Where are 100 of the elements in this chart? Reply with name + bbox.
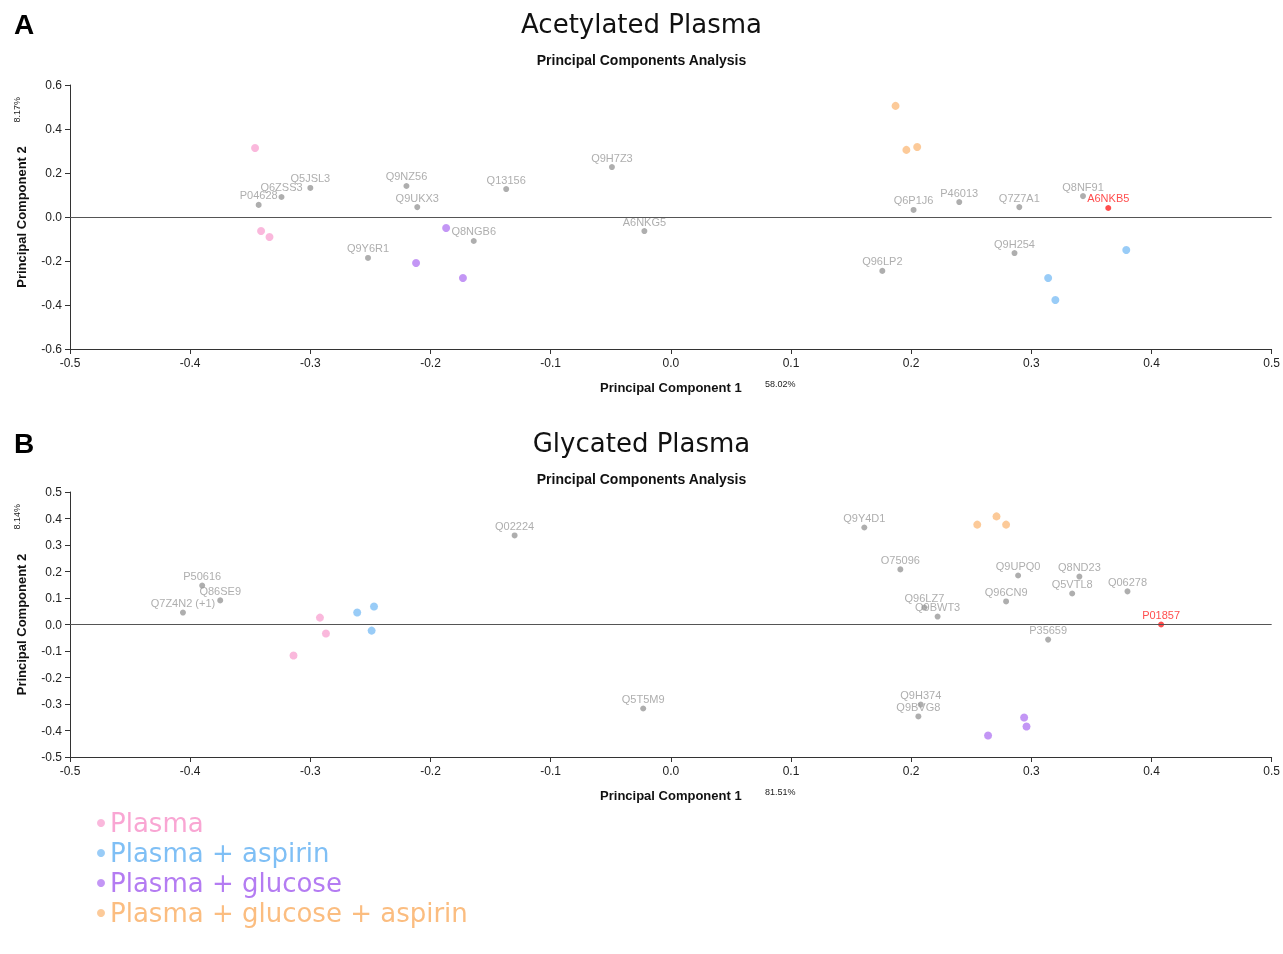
point [412, 258, 421, 267]
y-tick-label: -0.4 [41, 723, 63, 738]
data-label: O75096 [880, 553, 920, 566]
y-tick-label: -0.3 [41, 697, 63, 711]
point [641, 228, 648, 235]
y-tick-label: 0.1 [45, 591, 63, 605]
legend-label: Plasma + aspirin [110, 838, 330, 868]
y-tick-label: 0.6 [45, 78, 63, 92]
data-label: Q9Y6R1 [346, 242, 390, 255]
point [1076, 573, 1083, 580]
y-tick-label: 0.0 [45, 617, 63, 632]
data-label: Q86SE9 [199, 584, 241, 597]
x-tick-label: 0.1 [782, 764, 800, 778]
x-tick-label: -0.4 [179, 764, 201, 778]
data-label: P50616 [183, 570, 222, 583]
point [956, 199, 963, 206]
x-tick-label: 0.2 [902, 356, 920, 370]
x-tick-label: 0.3 [1022, 764, 1040, 778]
x-tick-label: -0.1 [540, 764, 562, 778]
point [1016, 204, 1023, 211]
point [365, 254, 372, 261]
text: A [14, 8, 35, 40]
y-tick-label: -0.4 [41, 298, 63, 312]
y-tick-label: 0.2 [45, 166, 63, 180]
x-tick-label: -0.4 [179, 356, 201, 370]
data-label: P46013 [940, 186, 979, 199]
text: 58.02% [765, 378, 796, 389]
point [608, 164, 615, 171]
data-label: Q96CN9 [984, 585, 1028, 598]
point [403, 182, 410, 189]
text: 8.17% [11, 96, 22, 123]
text: 81.51% [765, 786, 796, 797]
point [992, 512, 1001, 521]
point [511, 532, 518, 539]
data-label: Q6P1J6 [893, 194, 934, 207]
y-tick-label: -0.6 [41, 342, 63, 356]
x-tick-label: 0.0 [662, 764, 680, 778]
x-tick-label: 0.5 [1263, 356, 1281, 370]
point [315, 613, 324, 622]
data-label: Q96LP2 [862, 255, 903, 268]
data-label: Q5T5M9 [621, 693, 665, 706]
point [353, 608, 362, 617]
y-tick-label: -0.5 [41, 750, 63, 764]
y-tick-label: 0.4 [45, 122, 63, 136]
point [470, 237, 477, 244]
data-label: P35659 [1029, 624, 1068, 637]
data-label: Q9H254 [994, 237, 1035, 250]
point [278, 193, 285, 200]
point [217, 597, 224, 604]
point [891, 101, 900, 110]
data-label: Q7Z7A1 [998, 191, 1040, 204]
x-tick-label: -0.3 [299, 764, 321, 778]
data-label: Q8NGB6 [451, 225, 497, 238]
point [973, 520, 982, 529]
point [251, 143, 260, 152]
point [255, 201, 262, 208]
x-tick-label: -0.2 [420, 356, 442, 370]
point [289, 651, 298, 660]
point [640, 705, 647, 712]
point [902, 145, 911, 154]
x-tick-label: 0.2 [902, 764, 920, 778]
point [367, 626, 376, 635]
chart-title: Acetylated Plasma [521, 9, 762, 39]
point [321, 629, 330, 638]
point [458, 273, 467, 282]
x-axis-title: Principal Component 1 [600, 788, 742, 803]
legend-label: Plasma [110, 808, 204, 838]
x-tick-label: -0.5 [59, 356, 81, 370]
x-axis-title: Principal Component 1 [600, 380, 742, 395]
data-label: Q9UPQ0 [995, 559, 1041, 572]
data-label: Q9H374 [900, 689, 942, 702]
data-label: Q7Z4N2 (+1) [150, 597, 216, 610]
point [1051, 295, 1060, 304]
point [414, 204, 421, 211]
data-label: Q9Y4D1 [843, 512, 886, 525]
data-label: Q13156 [486, 173, 526, 186]
point [1022, 722, 1031, 731]
x-tick-label: 0.4 [1143, 356, 1161, 370]
y-tick-label: 0.2 [45, 564, 63, 579]
point [179, 609, 186, 616]
data-label: A6NKB5 [1087, 192, 1130, 205]
point [1020, 713, 1029, 722]
y-tick-label: -0.1 [41, 644, 63, 658]
point [984, 731, 993, 740]
point [879, 267, 886, 274]
y-axis-title: Principal Component 2 [14, 146, 29, 288]
y-tick-label: -0.2 [41, 254, 63, 268]
x-tick-label: -0.5 [59, 764, 81, 778]
data-label: Q02224 [495, 519, 535, 532]
chart-subtitle: Principal Components Analysis [536, 52, 747, 68]
chart-subtitle: Principal Components Analysis [536, 471, 747, 487]
point [442, 224, 451, 232]
chart-title: Glycated Plasma [532, 428, 751, 458]
data-label: Q5JSL3 [290, 172, 331, 185]
point [370, 602, 379, 611]
point [1003, 598, 1010, 605]
point [307, 184, 314, 191]
legend-label: Plasma + glucose [110, 868, 342, 898]
point [897, 566, 904, 573]
data-label: Q9H7Z3 [591, 151, 633, 164]
